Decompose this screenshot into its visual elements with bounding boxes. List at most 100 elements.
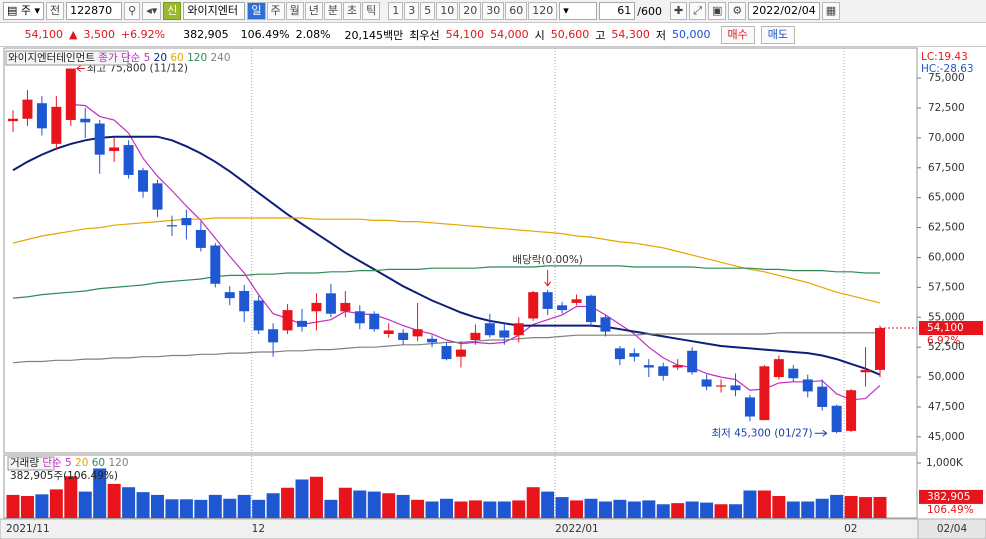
period-button[interactable]: 분 [323,2,343,20]
low-label: 저 [655,28,667,42]
arrow [544,269,552,287]
calendar-button[interactable]: ▦ [821,2,841,20]
volume-bar [425,501,439,518]
interval-select[interactable]: ▾ [559,2,598,20]
candle-body [166,225,177,227]
count-input[interactable]: 61 [599,2,636,20]
moving-average-line [12,135,881,376]
candle-body [325,293,336,314]
search-button[interactable]: ⚲ [124,2,141,20]
settings-button[interactable]: ⚙ [728,2,747,20]
sell-button[interactable]: 매도 [760,25,796,44]
market-select[interactable]: ▤ 주 ▾ [3,2,45,20]
y-tick-label: 47,500 [928,401,965,413]
candle-body [36,103,47,129]
candle-body [427,338,438,343]
candle-body [94,123,105,155]
volume-bar [526,487,540,518]
volume: 382,905 [183,28,229,41]
y-tick-label: 62,500 [928,222,965,234]
y-tick-label: 52,500 [928,341,965,353]
volume-bar [440,498,453,518]
code-input[interactable]: 122870 [66,2,123,20]
high-label: 고 [595,28,606,42]
volume-bar [743,490,757,518]
candle-body [600,317,611,332]
volume-legend-entry: 120 [108,457,128,469]
volume-bar [815,498,829,518]
volume-bar [237,494,251,518]
volume-bar [338,487,352,518]
candle-body [412,329,423,337]
interval-button[interactable]: 120 [528,2,558,20]
candle-body [455,349,466,357]
save-button[interactable]: ▣ [708,2,727,20]
volume-bar [396,494,410,518]
prev-button[interactable]: ◂▾ [142,2,162,20]
legend-entry: 240 [210,52,230,64]
interval-button[interactable]: 60 [505,2,528,20]
candle-body [730,385,741,391]
period-button[interactable]: 월 [285,2,304,20]
candle-body [109,147,120,152]
lc: LC:19.43 [921,51,968,63]
tool-button[interactable]: ✚ [669,2,688,20]
high: 54,300 [611,28,650,41]
volume-bar [468,500,482,518]
period-button[interactable]: 주 [266,2,285,20]
interval-button[interactable]: 1 [388,2,404,20]
best-label: 최우선 [409,28,440,42]
volume-bar [382,493,396,518]
candle-body [831,405,842,433]
candle-body [152,183,163,210]
interval-button[interactable]: 5 [420,2,436,20]
stock-name: 와이지엔터 [183,2,246,20]
candle-body [513,323,524,336]
legend-entry: 5 [144,52,151,64]
legend-title: 와이지엔터테인먼트 [8,52,95,64]
volume-ma-label: 단순 [42,457,62,469]
volume-bar [512,500,526,518]
interval-button[interactable]: 20 [459,2,482,20]
period-button[interactable]: 년 [304,2,323,20]
price-panel [3,47,918,454]
legend-entry: 60 [170,52,183,64]
candle-body [658,366,669,376]
interval-button[interactable]: 30 [482,2,505,20]
volume-legend-entry: 20 [75,457,88,469]
candle-body [8,118,18,122]
mode[interactable]: 전 [46,2,65,20]
period-button[interactable]: 초 [343,2,362,20]
volume-bar [801,501,815,518]
candle-body [80,118,91,123]
y-tick-label: 70,000 [928,132,965,144]
volume-bar [627,501,641,518]
period-button[interactable]: 틱 [362,2,381,20]
volume-bar [367,491,381,518]
moving-average-line [12,217,881,304]
last-price-box [919,321,983,336]
legend-entry: 120 [187,52,207,64]
interval-button[interactable]: 3 [404,2,420,20]
bid: 54,000 [490,28,529,41]
last-price: 54,100 [927,322,964,334]
volume-bar [772,495,786,518]
interval-button[interactable]: 10 [436,2,459,20]
volume-bar [844,495,858,518]
quote-bar: 54,100 ▲ 3,500 +6.92% 382,905 106.49% 2.… [0,23,986,47]
period-button[interactable]: 일 [247,2,266,20]
y-tick-label: 55,000 [928,311,965,323]
volume-bar [107,483,121,518]
tool-button[interactable]: ⤢ [689,2,707,20]
buy-button[interactable]: 매수 [720,25,755,44]
volume-bar [555,497,569,518]
candle-body [643,365,654,368]
legend-title-box [5,50,129,66]
volume-title-box [7,456,55,471]
volume-bar [136,492,150,518]
date-input[interactable]: 2022/02/04 [748,2,820,20]
x-axis-band [0,518,986,539]
amount: 20,145백만 [344,28,404,42]
